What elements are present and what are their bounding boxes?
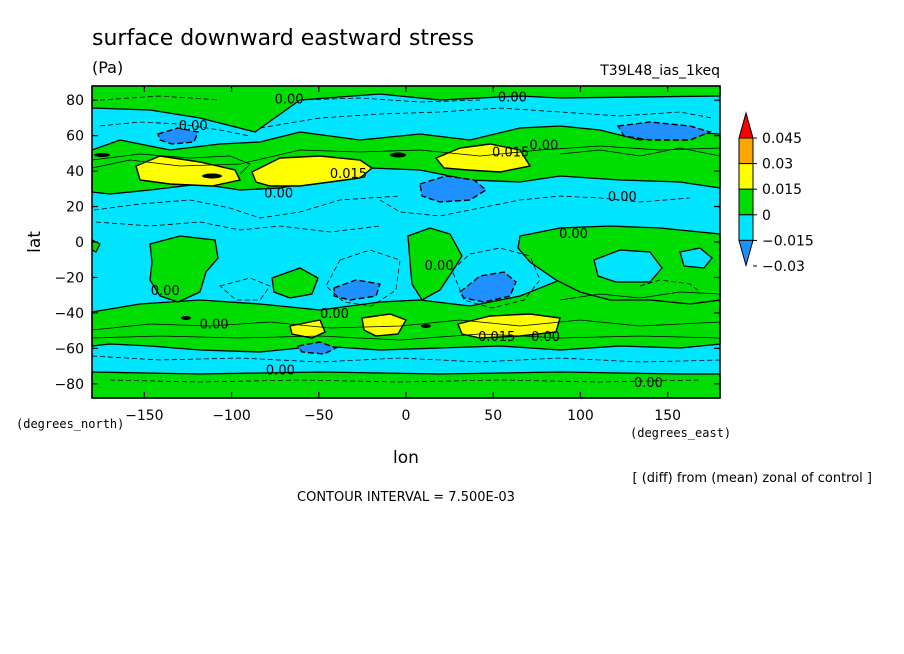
- contour-label: 0.00: [151, 284, 180, 299]
- contour-label: 0.015: [492, 146, 529, 161]
- x-axis-ticks: −150 −100 −50 0 50 100 150: [125, 86, 681, 424]
- contour-label: 0.00: [425, 259, 454, 274]
- x-tick-label: 0: [402, 408, 411, 424]
- run-label: T39L48_ias_1keq: [599, 63, 720, 79]
- contour-label: 0.015: [330, 167, 367, 182]
- colorbar: 0.045 0.03 0.015 0 −0.015 −0.03: [738, 111, 814, 275]
- colorbar-swatch: [738, 163, 754, 190]
- contour-label: 0.00: [275, 92, 304, 107]
- y-tick-label: 60: [66, 129, 84, 145]
- strong-negative-regions: [157, 121, 713, 355]
- colorbar-min-arrow: [738, 239, 754, 268]
- y-tick-label: 80: [66, 93, 84, 109]
- thin-contours: [91, 145, 721, 341]
- x-tick-label: 50: [484, 408, 502, 424]
- x-tick-label: 100: [567, 408, 594, 424]
- y-tick-label: −80: [54, 377, 84, 393]
- colorbar-label: −0.03: [762, 259, 805, 275]
- chart-title: surface downward eastward stress: [92, 26, 474, 51]
- negative-holes: [593, 247, 713, 283]
- x-axis-units: (degrees_east): [630, 426, 731, 440]
- contour-label: 0.00: [200, 318, 229, 333]
- contour-label: 0.00: [559, 227, 588, 242]
- y-tick-label: 40: [66, 164, 84, 180]
- colorbar-swatch: [738, 214, 754, 241]
- y-tick-label: 20: [66, 200, 84, 216]
- colorbar-swatch: [738, 188, 754, 216]
- contour-label: 0.00: [531, 330, 560, 345]
- colorbar-max-arrow: [738, 111, 754, 139]
- contour-label: 0.00: [529, 139, 558, 154]
- dashed-contours: [91, 95, 721, 383]
- contour-label: 0.00: [320, 307, 349, 322]
- colorbar-label: −0.015: [762, 233, 814, 249]
- x-tick-label: −150: [125, 408, 163, 424]
- contour-specks: [94, 152, 431, 328]
- colorbar-label: 0.045: [762, 131, 802, 147]
- colorbar-swatch: [738, 137, 754, 165]
- colorbar-label: 0.03: [762, 157, 793, 173]
- difference-note: [ (diff) from (mean) zonal of control ]: [633, 471, 872, 486]
- contour-label: 0.00: [608, 190, 637, 205]
- contour-label: 0.00: [266, 364, 295, 379]
- contour-interval-text: CONTOUR INTERVAL = 7.500E-03: [297, 490, 515, 505]
- x-axis-label: lon: [393, 448, 419, 468]
- colorbar-label: 0: [762, 208, 771, 224]
- y-axis-units: (degrees_north): [16, 417, 124, 431]
- contour-label: 0.00: [634, 376, 663, 391]
- contour-label: 0.015: [478, 330, 515, 345]
- y-tick-label: −60: [54, 341, 84, 357]
- y-axis-ticks: 80 60 40 20 0 −20 −40 −60 −80: [54, 93, 720, 393]
- contour-label: 0.00: [264, 186, 293, 201]
- colorbar-label: 0.015: [762, 182, 802, 198]
- y-axis-label: lat: [25, 231, 45, 253]
- y-tick-label: 0: [75, 235, 84, 251]
- x-tick-label: −100: [212, 408, 250, 424]
- y-tick-label: −20: [54, 270, 84, 286]
- strong-positive-regions: [135, 143, 561, 339]
- x-tick-label: −50: [304, 408, 334, 424]
- y-tick-label: −40: [54, 306, 84, 322]
- contour-label: 0.00: [498, 91, 527, 106]
- x-tick-label: 150: [654, 408, 681, 424]
- chart-units: (Pa): [92, 58, 123, 77]
- contour-label: 0.00: [179, 119, 208, 134]
